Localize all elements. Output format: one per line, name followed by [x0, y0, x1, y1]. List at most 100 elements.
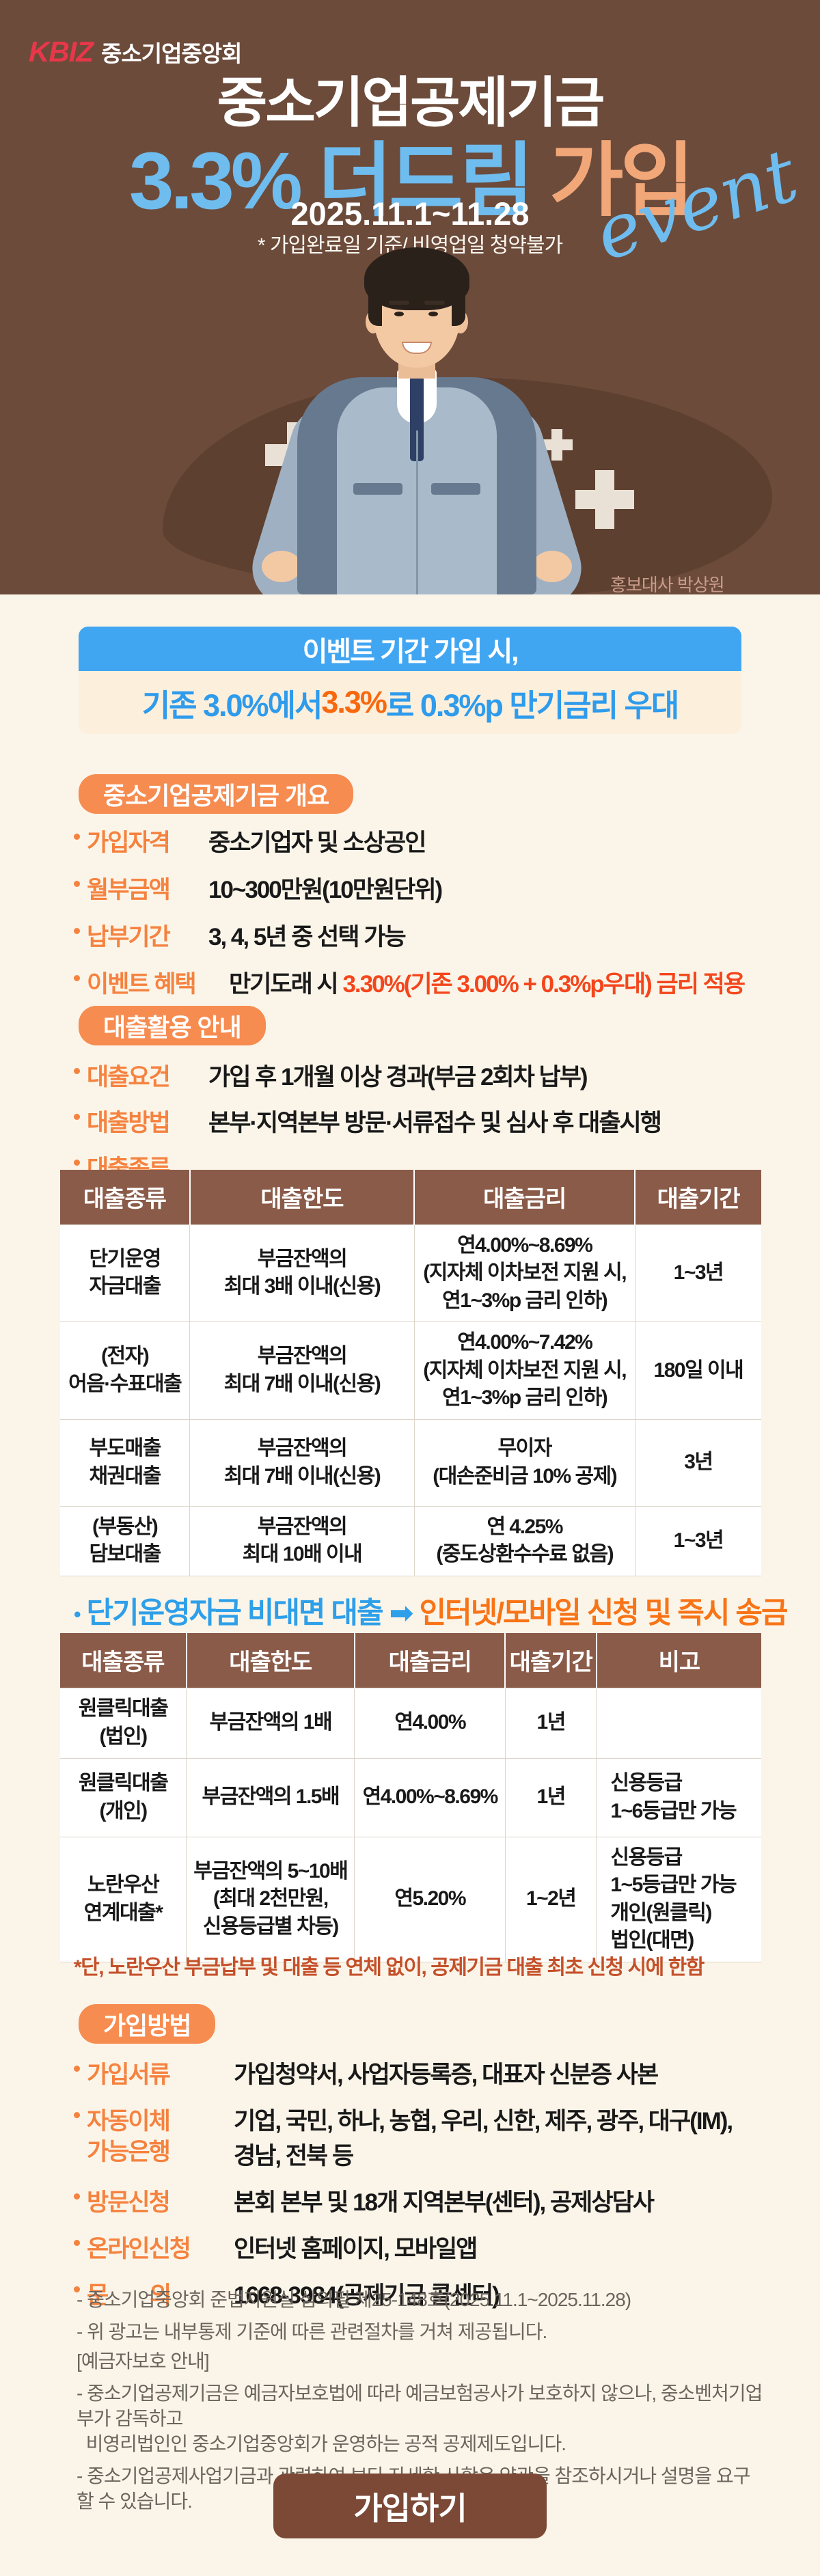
table-row: 노란우산 연계대출* 부금잔액의 5~10배 (최대 2천만원, 신용등급별 차…: [60, 1836, 761, 1962]
person-hair: [452, 288, 465, 326]
person-eyebrow: [389, 301, 409, 305]
cell-loan-rate: 무이자 (대손준비금 10% 공제): [413, 1419, 636, 1507]
cell-loan-rate: 연4.00%~8.69% (지자체 이차보전 지원 시, 연1~3%p 금리 인…: [413, 1224, 636, 1322]
table-row: 단기운영 자금대출 부금잔액의 최대 3배 이내(신용) 연4.00%~8.69…: [60, 1224, 761, 1322]
bullet-icon: [74, 1114, 80, 1120]
hero-title-line1: 중소기업공제기금: [217, 72, 605, 133]
cell-remark: [596, 1687, 761, 1759]
cell-loan-type: (전자) 어음·수표대출: [60, 1321, 191, 1420]
banner-text-orange: 3.3%: [321, 685, 387, 720]
section-title-overview: 중소기업공제기금 개요: [79, 774, 354, 814]
kbiz-logo: KBIZ 중소기업중앙회: [29, 36, 243, 68]
person-hair: [368, 288, 382, 326]
hero-section: KBIZ 중소기업중앙회 중소기업공제기금 3.3% 더드림 가입 event …: [0, 0, 820, 594]
item-value: 기업, 국민, 하나, 농협, 우리, 신한, 제주, 광주, 대구(IM), …: [234, 2108, 737, 2169]
item-value-black: 만기도래 시: [229, 971, 343, 998]
bullet-icon: [74, 1068, 80, 1074]
list-item: 문 의 1668-3984(공제기금 콜센터): [74, 2276, 757, 2311]
table-row: 원클릭대출 (법인) 부금잔액의 1배 연4.00% 1년: [60, 1687, 761, 1759]
item-label: 가입서류: [87, 2061, 171, 2088]
cell-loan-limit: 부금잔액의 최대 3배 이내(신용): [189, 1224, 415, 1322]
bullet-icon: [74, 2066, 80, 2072]
cell-remark: 신용등급 1~5등급만 가능 개인(원클릭) 법인(대면): [596, 1836, 761, 1962]
table-header-row: 대출종류 대출한도 대출금리 대출기간 비고: [60, 1633, 761, 1688]
list-item: 방문신청 본회 본부 및 18개 지역본부(센터), 공제상담사: [74, 2183, 757, 2218]
plus-decoration-icon: [575, 470, 634, 529]
cell-loan-limit: 부금잔액의 최대 7배 이내(신용): [189, 1321, 415, 1420]
join-button[interactable]: 가입하기: [273, 2474, 547, 2538]
list-item: 대출방법 본부·지역본부 방문·서류접수 및 심사 후 대출시행: [74, 1104, 757, 1138]
item-label: 방문신청: [87, 2189, 171, 2216]
banner-text-blue2: 로 0.3%p 만기금리 우대: [385, 687, 679, 723]
untact-loan-table: 대출종류 대출한도 대출금리 대출기간 비고 원클릭대출 (법인) 부금잔액의 …: [60, 1633, 761, 1962]
banner-text-blue1: 기존 3.0%에서: [141, 687, 323, 723]
cell-loan-type: 원클릭대출 (법인): [60, 1687, 187, 1759]
person-hand: [532, 551, 572, 582]
plus-decoration-icon: [541, 429, 573, 461]
bullet-icon: [74, 2112, 80, 2118]
item-label: 온라인신청: [87, 2236, 191, 2262]
item-value-red: 3.30%(기존 3.00% + 0.3%p우대) 금리 적용: [342, 971, 746, 998]
item-value: 3, 4, 5년 중 선택 가능: [208, 924, 407, 950]
join-items: 가입서류 가입청약서, 사업자등록증, 대표자 신분증 사본 자동이체 가능은행…: [74, 2055, 757, 2311]
table-row: (전자) 어음·수표대출 부금잔액의 최대 7배 이내(신용) 연4.00%~7…: [60, 1321, 761, 1420]
column-header: 대출종류: [60, 1633, 187, 1688]
column-header: 대출한도: [189, 1170, 415, 1224]
item-label: 이벤트 혜택: [87, 971, 197, 998]
list-item: 대출요건 가입 후 1개월 이상 경과(부금 2회차 납부): [74, 1058, 757, 1093]
list-item: 이벤트 혜택 만기도래 시 3.30%(기존 3.00% + 0.3%p우대) …: [74, 965, 757, 1000]
overview-items: 가입자격 중소기업자 및 소상공인 월부금액 10~300만원(10만원단위) …: [74, 823, 757, 1000]
legal-notes: - 중소기업중앙회 준법지원실 심의필 제25-148호(2025.11.1~2…: [77, 2288, 767, 2352]
column-header: 대출금리: [353, 1633, 506, 1688]
bullet-icon: [74, 834, 80, 840]
cell-loan-term: 1~3년: [634, 1505, 761, 1576]
legal-line: - 위 광고는 내부통제 기준에 따른 관련절차를 거쳐 제공됩니다.: [77, 2320, 547, 2342]
cell-loan-type: 노란우산 연계대출*: [60, 1836, 187, 1962]
cell-loan-type: 원클릭대출 (개인): [60, 1757, 187, 1837]
table-row: (부동산) 담보대출 부금잔액의 최대 10배 이내 연 4.25% (중도상환…: [60, 1505, 761, 1576]
table-row: 원클릭대출 (개인) 부금잔액의 1.5배 연4.00%~8.69% 1년 신용…: [60, 1757, 761, 1837]
item-value: 만기도래 시 3.30%(기존 3.00% + 0.3%p우대) 금리 적용: [229, 965, 746, 1000]
event-banner-header: 이벤트 기간 가입 시,: [79, 627, 741, 671]
item-label: 자동이체 가능은행: [87, 2107, 171, 2166]
bullet-icon: •: [74, 1603, 81, 1626]
person-eye: [394, 312, 404, 316]
legal-line: - 중소기업중앙회 준법지원실 심의필 제25-148호(2025.11.1~2…: [77, 2289, 631, 2310]
cell-loan-term: 1~2년: [504, 1836, 597, 1962]
column-header: 대출기간: [634, 1170, 761, 1224]
protection-line: 비영리법인인 중소기업중앙회가 운영하는 공적 공제제도입니다.: [77, 2433, 566, 2454]
table-footnote: *단, 노란우산 부금납부 및 대출 등 연체 없이, 공제기금 대출 최초 신…: [74, 1956, 705, 1979]
loan-products-table: 대출종류 대출한도 대출금리 대출기간 단기운영 자금대출 부금잔액의 최대 3…: [60, 1170, 761, 1576]
item-value: 10~300만원(10만원단위): [208, 877, 443, 903]
cell-loan-term: 180일 이내: [634, 1321, 761, 1420]
bullet-icon: [74, 1160, 80, 1166]
list-item: 자동이체 가능은행 기업, 국민, 하나, 농협, 우리, 신한, 제주, 광주…: [74, 2102, 757, 2171]
person-eyebrow: [424, 301, 445, 305]
cell-loan-term: 1년: [504, 1687, 597, 1759]
cell-loan-limit: 부금잔액의 최대 7배 이내(신용): [189, 1419, 415, 1507]
cell-loan-term: 1년: [504, 1757, 597, 1837]
cell-loan-rate: 연4.00%~7.42% (지자체 이차보전 지원 시, 연1~3%p 금리 인…: [413, 1321, 636, 1420]
protection-line: - 중소기업공제기금은 예금자보호법에 따라 예금보험공사가 보호하지 않으나,…: [77, 2382, 763, 2429]
person-jacket-pocket: [431, 483, 480, 495]
list-item: 온라인신청 인터넷 홈페이지, 모바일앱: [74, 2230, 757, 2264]
cell-loan-type: 부도매출 채권대출: [60, 1419, 191, 1507]
column-header: 대출종류: [60, 1170, 190, 1224]
cell-loan-rate: 연 4.25% (중도상환수수료 없음): [413, 1505, 636, 1576]
kbiz-logo-brand: KBIZ: [29, 36, 94, 68]
event-date-range: 2025.11.1~11.28: [290, 195, 530, 232]
cell-loan-limit: 부금잔액의 1.5배: [186, 1757, 355, 1837]
ambassador-caption: 홍보대사 박상원: [610, 575, 725, 594]
cell-remark: 신용등급 1~6등급만 가능: [596, 1757, 761, 1837]
item-label: 대출요건: [87, 1064, 171, 1091]
cell-loan-type: 단기운영 자금대출: [60, 1224, 191, 1322]
person-hand: [262, 551, 301, 582]
item-value: 인터넷 홈페이지, 모바일앱: [234, 2236, 478, 2262]
list-item: 가입서류 가입청약서, 사업자등록증, 대표자 신분증 사본: [74, 2055, 757, 2090]
loan-guide-items: 대출요건 가입 후 1개월 이상 경과(부금 2회차 납부) 대출방법 본부·지…: [74, 1058, 757, 1184]
bullet-icon: [74, 2240, 80, 2246]
cell-loan-limit: 부금잔액의 최대 10배 이내: [189, 1505, 415, 1576]
ambassador-photo: [243, 247, 591, 594]
protection-title: [예금자보호 안내]: [77, 2351, 210, 2372]
bullet-icon: [74, 2286, 80, 2292]
